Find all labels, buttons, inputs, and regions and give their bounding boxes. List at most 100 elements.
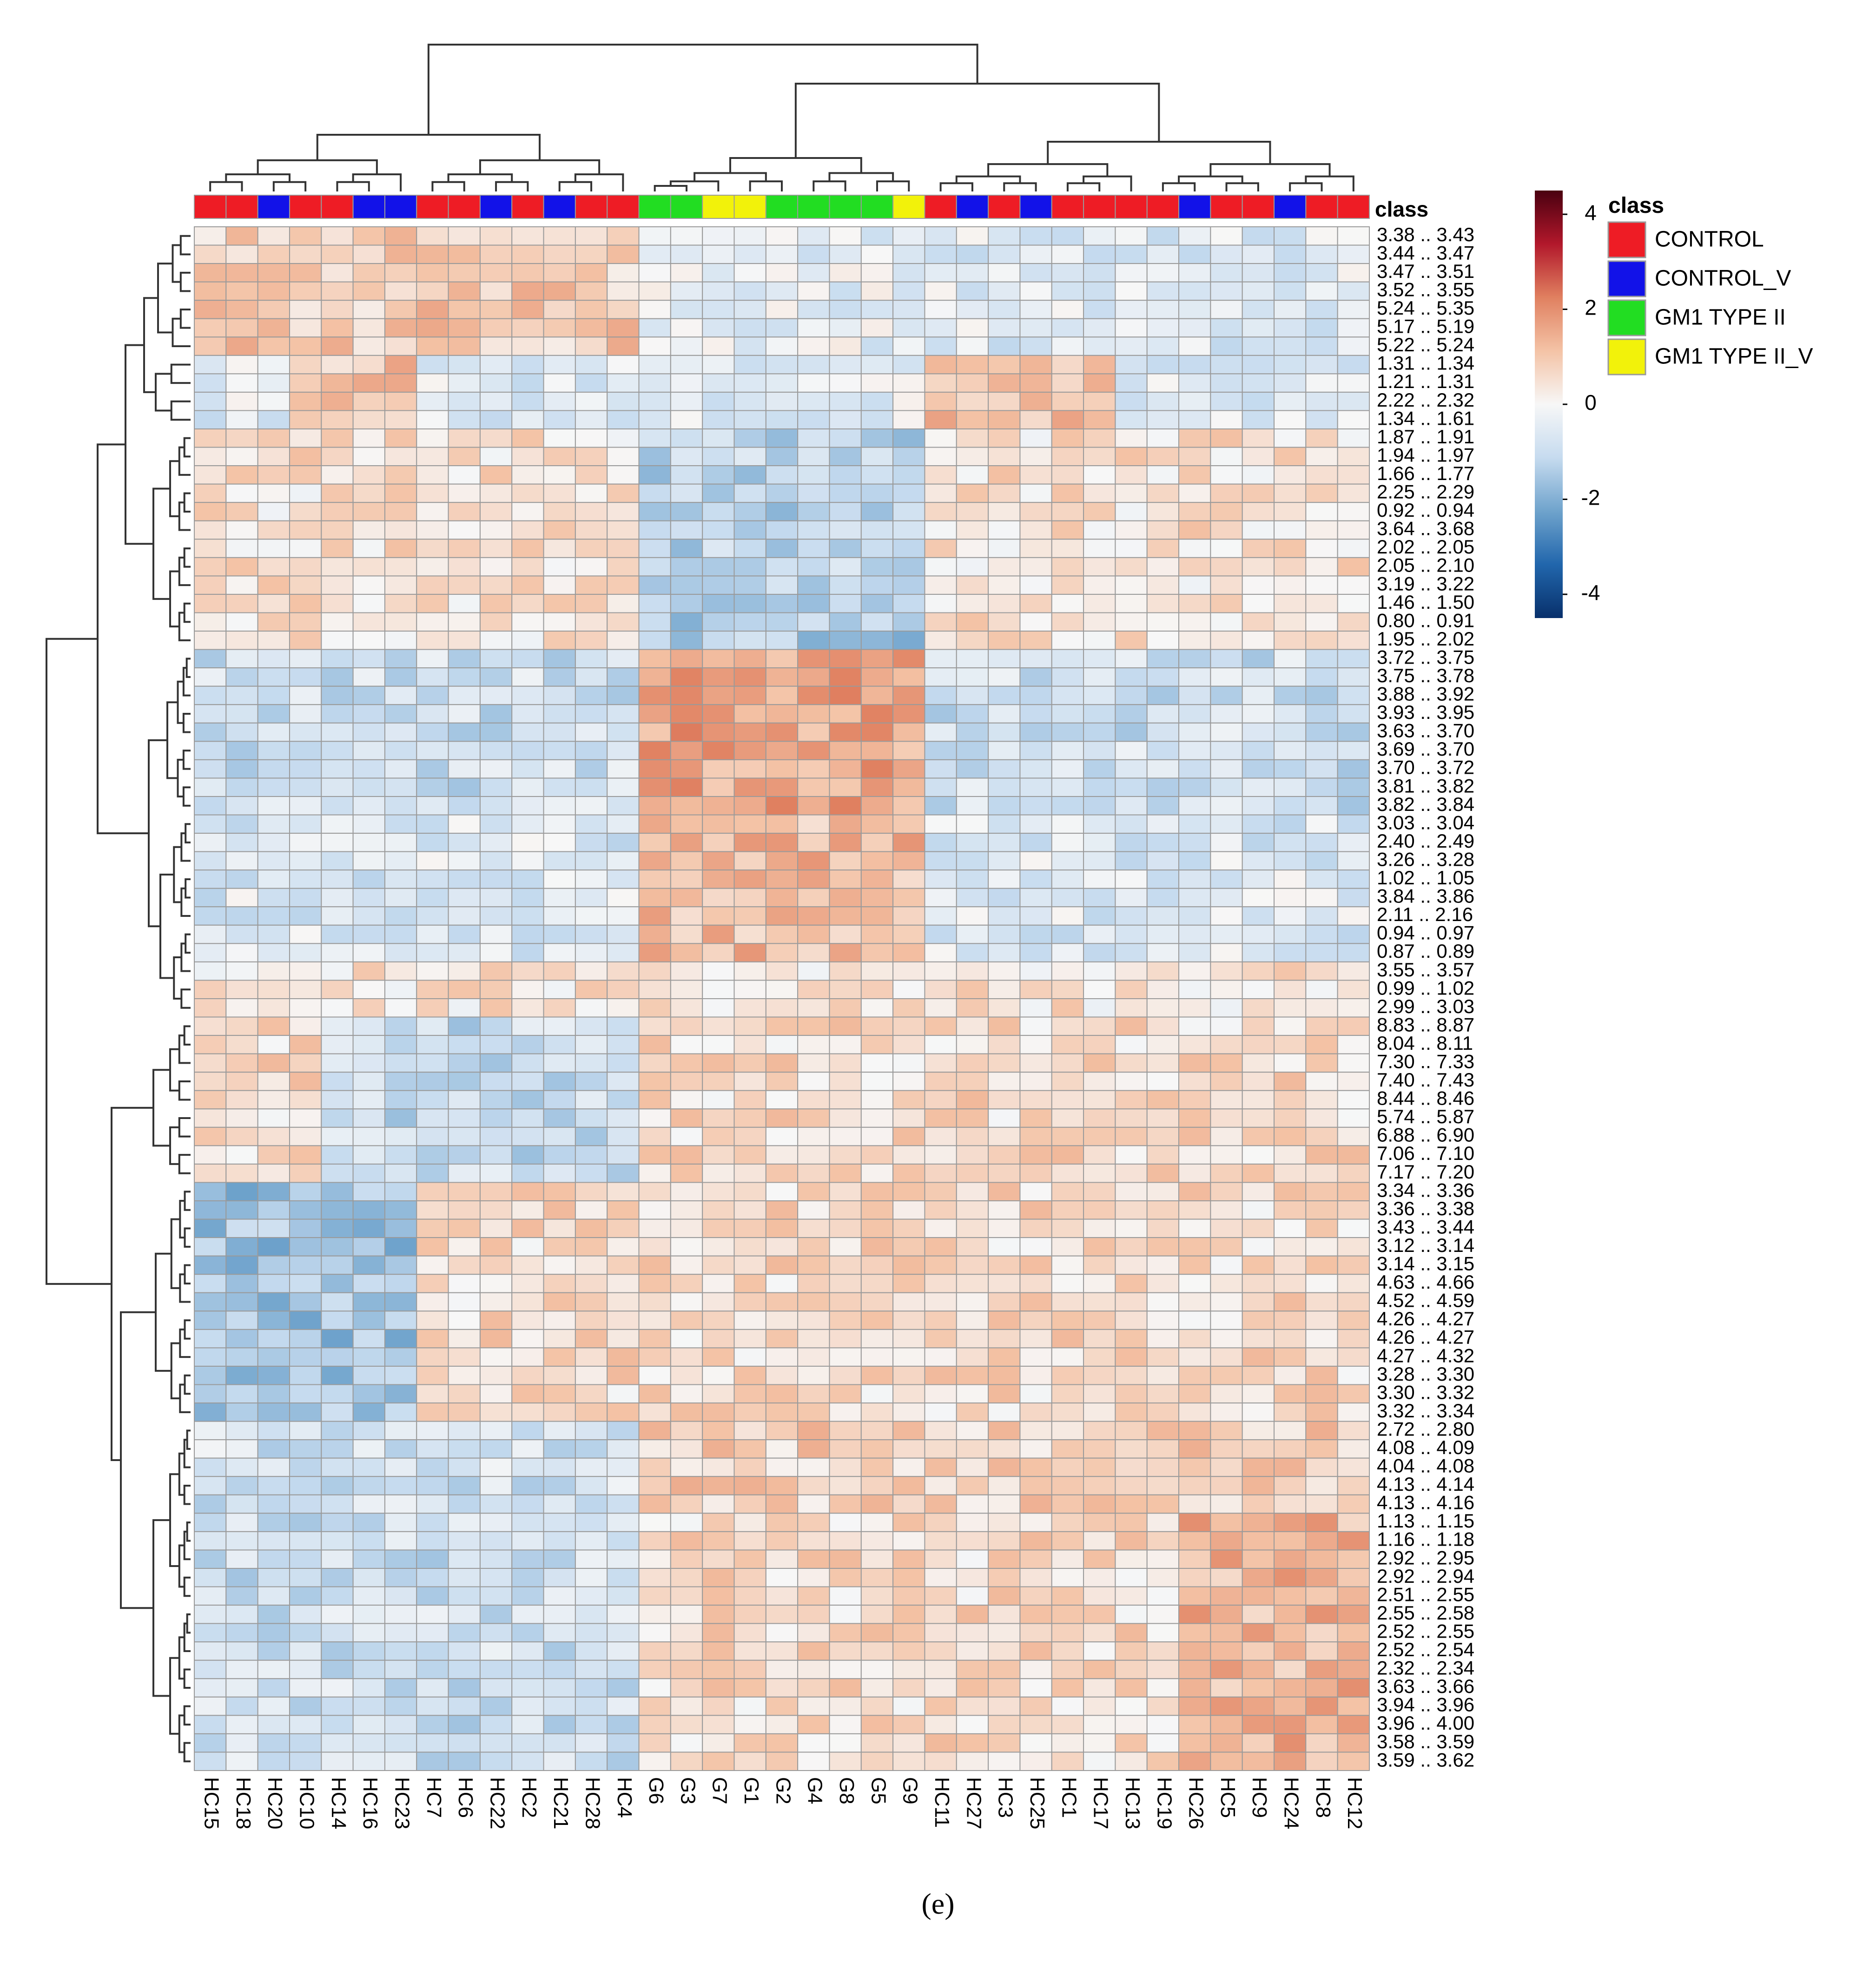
heatmap-cell (1242, 1402, 1275, 1422)
heatmap-cell (194, 1605, 227, 1624)
heatmap-cell (194, 1457, 227, 1477)
heatmap-cell (543, 1200, 576, 1220)
heatmap-cell (638, 759, 671, 779)
heatmap-cell (829, 980, 862, 999)
heatmap-cell (860, 1274, 894, 1293)
heatmap-cell (321, 1476, 354, 1495)
heatmap-cell (702, 906, 735, 926)
heatmap-cell (511, 318, 544, 338)
heatmap-cell (1115, 722, 1148, 742)
heatmap-cell (829, 502, 862, 521)
heatmap-cell (1051, 355, 1084, 375)
heatmap-cell (765, 1218, 799, 1238)
heatmap-cell (1083, 1751, 1116, 1771)
heatmap-cell (257, 1696, 290, 1716)
heatmap-cell (956, 428, 989, 448)
heatmap-cell (924, 428, 957, 448)
heatmap-cell (1337, 1549, 1370, 1569)
column-label: HC18 (232, 1777, 255, 1830)
heatmap-cell (765, 1126, 799, 1146)
heatmap-cell (575, 1733, 608, 1753)
heatmap-cell (1083, 428, 1116, 448)
heatmap-cell (321, 1145, 354, 1165)
heatmap-cell (384, 888, 417, 908)
heatmap-cell (321, 980, 354, 999)
heatmap-cell (511, 483, 544, 503)
heatmap-cell (416, 1145, 449, 1165)
heatmap-cell (956, 1586, 989, 1606)
heatmap-cell (575, 631, 608, 650)
heatmap-cell (1051, 447, 1084, 467)
heatmap-cell (702, 263, 735, 283)
heatmap-cell (733, 924, 766, 944)
heatmap-cell (448, 1053, 481, 1073)
heatmap-cell (575, 226, 608, 246)
heatmap-cell (638, 391, 671, 411)
heatmap-cell (1178, 1641, 1211, 1661)
heatmap-cell (670, 1200, 703, 1220)
heatmap-cell (1178, 1347, 1211, 1367)
heatmap-cell (1146, 649, 1180, 669)
heatmap-cell (1210, 226, 1243, 246)
heatmap-cell (1337, 1531, 1370, 1551)
heatmap-cell (765, 833, 799, 852)
heatmap-cell (543, 1567, 576, 1587)
heatmap-cell (1051, 263, 1084, 283)
heatmap-cell (1178, 1476, 1211, 1495)
heatmap-cell (988, 373, 1021, 393)
heatmap-cell (797, 410, 830, 430)
heatmap-cell (416, 1329, 449, 1349)
row-label: 1.31 .. 1.34 (1377, 352, 1474, 374)
heatmap-cell (575, 1402, 608, 1422)
heatmap-cell (511, 1182, 544, 1202)
heatmap-cell (225, 1696, 258, 1716)
heatmap-cell (289, 1476, 322, 1495)
heatmap-cell (924, 1549, 957, 1569)
heatmap-cell (1178, 704, 1211, 724)
class-bar-cell (511, 195, 544, 219)
heatmap-cell (860, 1439, 894, 1459)
heatmap-cell (1242, 1108, 1275, 1128)
heatmap-cell (1305, 428, 1338, 448)
heatmap-cell (702, 1163, 735, 1183)
heatmap-cell (289, 1347, 322, 1367)
heatmap-cell (1242, 631, 1275, 650)
heatmap-cell (607, 1513, 640, 1532)
heatmap-cell (1019, 575, 1052, 595)
heatmap-cell (1178, 428, 1211, 448)
heatmap-cell (1305, 1329, 1338, 1349)
heatmap-cell (1115, 1108, 1148, 1128)
heatmap-cell (1305, 483, 1338, 503)
heatmap-cell (321, 593, 354, 613)
heatmap-cell (1337, 1365, 1370, 1385)
heatmap-cell (702, 1421, 735, 1441)
heatmap-cell (1051, 1494, 1084, 1514)
heatmap-cell (1242, 355, 1275, 375)
heatmap-cell (479, 391, 513, 411)
heatmap-cell (543, 1090, 576, 1110)
heatmap-cell (702, 631, 735, 650)
heatmap-cell (988, 1531, 1021, 1551)
heatmap-cell (924, 1384, 957, 1404)
heatmap-cell (1051, 759, 1084, 779)
dendrogram-branch (179, 308, 191, 329)
heatmap-cell (733, 1182, 766, 1202)
heatmap-cell (733, 1145, 766, 1165)
heatmap-cell (829, 924, 862, 944)
heatmap-cell (988, 1439, 1021, 1459)
heatmap-cell (352, 649, 385, 669)
heatmap-cell (956, 869, 989, 889)
heatmap-cell (860, 373, 894, 393)
heatmap-cell (1242, 961, 1275, 981)
heatmap-cell (638, 741, 671, 760)
heatmap-cell (829, 1457, 862, 1477)
heatmap-cell (1083, 924, 1116, 944)
heatmap-cell (543, 612, 576, 632)
class-bar-cell (416, 195, 449, 219)
heatmap-cell (1146, 483, 1180, 503)
heatmap-cell (225, 447, 258, 467)
heatmap-cell (988, 391, 1021, 411)
heatmap-cell (416, 1678, 449, 1698)
heatmap-cell (257, 1733, 290, 1753)
heatmap-cell (1051, 1347, 1084, 1367)
